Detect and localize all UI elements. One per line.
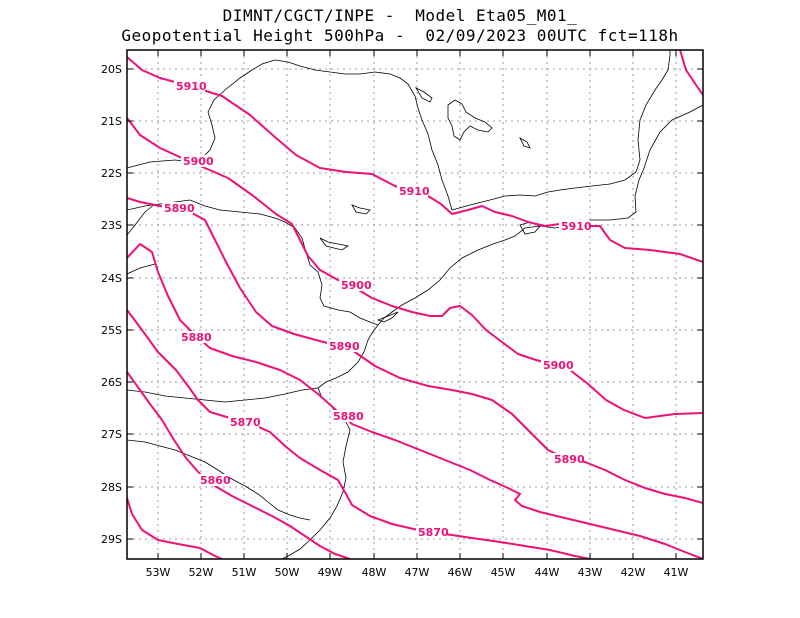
lon-label: 51W — [232, 566, 257, 579]
contour-label: 5880 — [333, 410, 364, 423]
lon-label: 43W — [578, 566, 603, 579]
contour-5850 — [127, 497, 223, 559]
lat-label: 28S — [101, 481, 122, 494]
contour-label: 5900 — [543, 359, 574, 372]
lat-label: 23S — [101, 219, 122, 232]
state-border-es — [637, 50, 671, 161]
plot-frame — [126, 49, 704, 560]
contour-label: 5890 — [554, 453, 585, 466]
lat-label: 21S — [101, 115, 122, 128]
map-title-line2: Geopotential Height 500hPa - 02/09/2023 … — [121, 26, 679, 45]
contour-label: 5910 — [561, 220, 592, 233]
lat-label: 26S — [101, 376, 122, 389]
contour-label: 5880 — [181, 331, 212, 344]
contour-label: 5890 — [329, 340, 360, 353]
lon-label: 50W — [275, 566, 300, 579]
contour-label: 5870 — [230, 416, 261, 429]
lake-furnas — [447, 99, 493, 141]
contour-label: 5910 — [176, 80, 207, 93]
contour-label: 5900 — [183, 155, 214, 168]
lake-small-1 — [414, 87, 433, 103]
contour-5910-east-tail — [599, 225, 703, 263]
contour-label: 5870 — [418, 526, 449, 539]
lat-label: 29S — [101, 533, 122, 546]
lake-small-3 — [351, 204, 371, 215]
lon-label: 49W — [318, 566, 343, 579]
contour-5880 — [127, 243, 703, 559]
grid — [127, 50, 703, 559]
contour-label: 5890 — [164, 202, 195, 215]
island-paranagua — [376, 311, 399, 323]
lon-label: 47W — [405, 566, 430, 579]
lat-label: 20S — [101, 63, 122, 76]
contour-labels: 5910 5900 5890 5910 5910 5900 5880 5890 … — [162, 80, 592, 539]
contour-label: 5860 — [200, 474, 231, 487]
lake-small-4 — [519, 136, 531, 149]
lat-label: 25S — [101, 324, 122, 337]
lat-label: 22S — [101, 167, 122, 180]
contour-label: 5900 — [341, 279, 372, 292]
lat-label: 24S — [101, 272, 122, 285]
lat-label: 27S — [101, 428, 122, 441]
contour-5900-a — [127, 117, 703, 419]
contour-5890 — [127, 197, 703, 504]
lake-small-2 — [319, 237, 350, 251]
coastline — [281, 104, 703, 559]
contour-label: 5910 — [399, 185, 430, 198]
lon-label: 52W — [189, 566, 214, 579]
border-ms-mt — [127, 203, 156, 236]
state-border-sp-pr — [127, 199, 379, 326]
state-border-sc-rs — [127, 439, 311, 521]
latitude-labels: 20S 21S 22S 23S 24S 25S 26S 27S 28S 29S — [101, 63, 122, 546]
contour-5870 — [127, 309, 591, 559]
lon-label: 45W — [491, 566, 516, 579]
contour-5910-ne-corner — [679, 50, 703, 96]
contour-5860 — [127, 371, 351, 559]
lon-label: 46W — [448, 566, 473, 579]
tick-marks — [127, 50, 703, 559]
lon-label: 53W — [146, 566, 171, 579]
state-border-mg-sp — [127, 59, 453, 211]
border-ms-sp — [127, 263, 156, 275]
state-border-mg-rj — [451, 159, 641, 211]
longitude-labels: 53W 52W 51W 50W 49W 48W 47W 46W 45W 44W … — [146, 566, 689, 579]
lon-label: 44W — [535, 566, 560, 579]
lon-label: 48W — [362, 566, 387, 579]
map-title-line1: DIMNT/CGCT/INPE - Model Eta05_M01_ — [222, 6, 578, 25]
lon-label: 42W — [621, 566, 646, 579]
lon-label: 41W — [664, 566, 689, 579]
political-boundaries — [127, 50, 703, 559]
state-border-pr-sc — [127, 387, 319, 403]
